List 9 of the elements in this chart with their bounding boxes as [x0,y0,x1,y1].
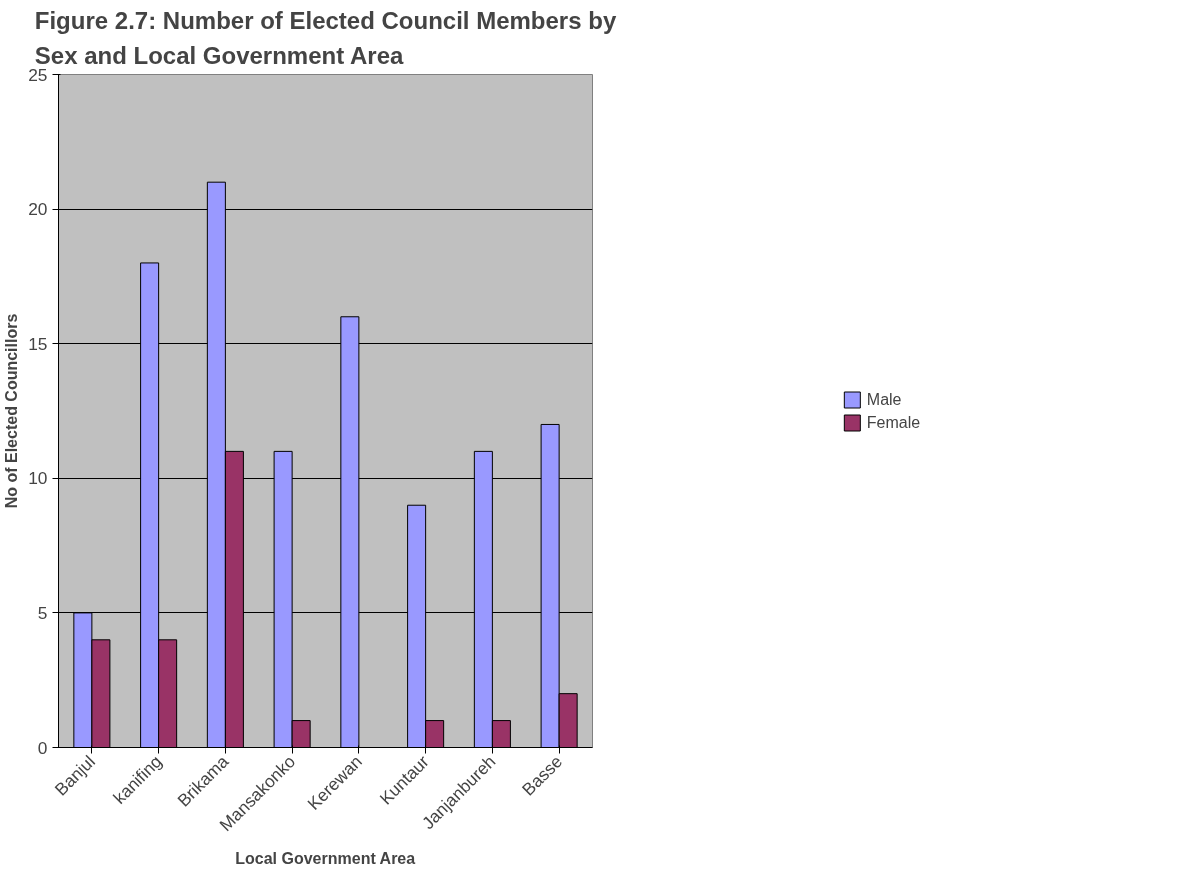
y-tick-label: 0 [37,737,48,758]
y-tick-label: 5 [37,602,48,623]
y-tick-label: 15 [28,333,48,354]
legend-label: Male [866,390,902,408]
y-axis-title: No of Elected Councillors [3,313,21,509]
y-tick-label: 20 [28,199,48,220]
x-axis-title: Local Government Area [235,850,416,868]
y-tick-label: 10 [28,468,48,489]
legend-label: Female [866,413,921,431]
